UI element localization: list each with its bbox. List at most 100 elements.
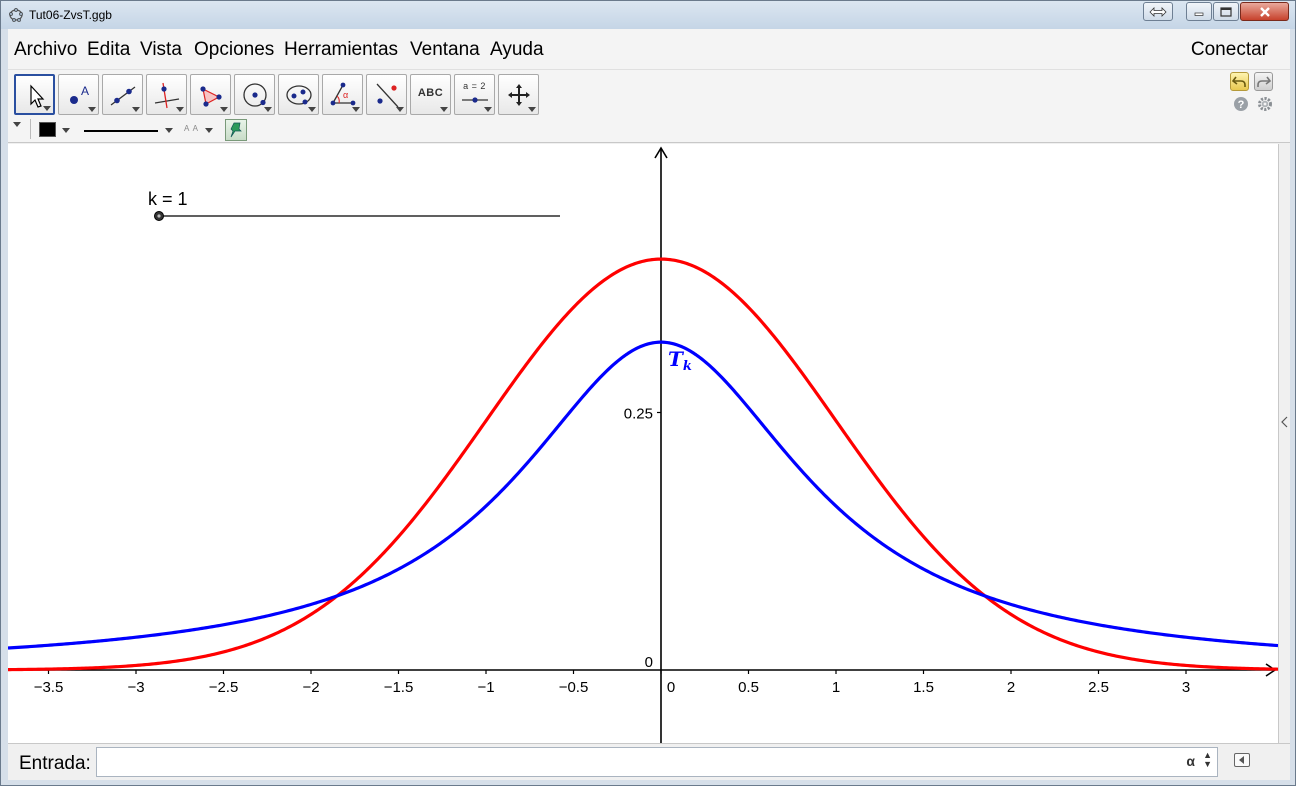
- function-plot[interactable]: −3.5 −3 −2.5 −2 −1.5 −1 −0.5 0 0.5 1 1.5 2 2.5 3 0.25 0…: [8, 144, 1278, 743]
- style-bar: A A: [8, 117, 1290, 143]
- close-button[interactable]: [1240, 2, 1289, 21]
- tool-perpendicular-button[interactable]: [146, 74, 187, 115]
- slider-knob-center: [157, 214, 161, 218]
- text-size-dropdown-icon[interactable]: [205, 128, 213, 133]
- move-graphics-icon: [508, 84, 530, 106]
- x-tick-label: −2.5: [209, 679, 239, 696]
- x-tick-label: −3.5: [34, 679, 64, 696]
- input-field[interactable]: α ▲ ▼: [96, 747, 1218, 777]
- client-area: Archivo Edita Vista Opciones Herramienta…: [8, 29, 1290, 780]
- graphics-view[interactable]: −3.5 −3 −2.5 −2 −1.5 −1 −0.5 0 0.5 1 1.5 2 2.5 3 0.25 0…: [8, 144, 1278, 743]
- tool-polygon-button[interactable]: [190, 74, 231, 115]
- x-tick-label: 2.5: [1088, 679, 1109, 696]
- x-tick-label: −1.5: [384, 679, 414, 696]
- geogebra-app-icon: [9, 8, 23, 22]
- reflect-icon: [376, 83, 399, 108]
- input-bar: Entrada: α ▲ ▼: [8, 743, 1290, 780]
- input-label: Entrada:: [19, 753, 91, 774]
- minimize-icon: [1194, 12, 1204, 16]
- title-bar: Tut06-ZvsT.ggb: [1, 1, 1295, 29]
- maximize-button[interactable]: [1213, 2, 1239, 21]
- tool-line-button[interactable]: [102, 74, 143, 115]
- angle-icon: α: [330, 82, 356, 106]
- text-size-button[interactable]: A A: [184, 124, 200, 133]
- x-tick-label: 0.5: [738, 679, 759, 696]
- normal-density-curve: [8, 257, 1278, 672]
- perpendicular-line-icon: [154, 82, 180, 109]
- y-axis-arrow-icon: [654, 146, 668, 159]
- symbol-picker-button[interactable]: α: [1186, 753, 1195, 769]
- x-tick-label: 1: [832, 679, 840, 696]
- minimize-button[interactable]: [1186, 2, 1212, 21]
- color-dropdown-icon[interactable]: [62, 128, 70, 133]
- polygon-icon: [200, 86, 222, 107]
- menu-archivo[interactable]: Archivo: [14, 39, 78, 60]
- restore-size-button[interactable]: [1143, 2, 1173, 21]
- close-icon: [1259, 6, 1270, 17]
- pin-icon: [230, 122, 242, 138]
- slider-track-icon: [462, 97, 488, 103]
- menu-opciones[interactable]: Opciones: [194, 39, 275, 60]
- tool-slider-button[interactable]: a = 2: [454, 74, 495, 115]
- x-tick-label: −0.5: [559, 679, 589, 696]
- x-tick-label: −1: [477, 679, 494, 696]
- menu-herramientas[interactable]: Herramientas: [284, 39, 399, 60]
- x-tick-label: 3: [1182, 679, 1190, 696]
- x-tick-label: 1.5: [913, 679, 934, 696]
- connect-link[interactable]: Conectar: [1190, 39, 1268, 60]
- circle-icon: [243, 83, 267, 107]
- svg-text:A: A: [81, 84, 89, 98]
- menu-ayuda[interactable]: Ayuda: [490, 39, 544, 60]
- tool-reflect-button[interactable]: [366, 74, 407, 115]
- menu-bar: Archivo Edita Vista Opciones Herramienta…: [8, 29, 1290, 69]
- tool-move-graphics-button[interactable]: [498, 74, 539, 115]
- resize-arrows-icon: [1149, 6, 1167, 17]
- point-icon: A: [70, 84, 89, 104]
- maximize-icon: [1220, 6, 1232, 17]
- redo-button[interactable]: [1254, 72, 1273, 91]
- gear-icon[interactable]: [1257, 96, 1273, 112]
- x-tick-label: 2: [1007, 679, 1015, 696]
- slider-icon: a = 2: [463, 81, 486, 91]
- curve-label: Tk: [668, 347, 692, 374]
- menu-vista[interactable]: Vista: [140, 39, 182, 60]
- x-tick-label: 0: [667, 679, 675, 696]
- tool-text-button[interactable]: ABC: [410, 74, 451, 115]
- t-density-curve: [8, 340, 1278, 650]
- line-style-button[interactable]: [84, 130, 158, 132]
- pin-button[interactable]: [225, 119, 247, 141]
- color-swatch-button[interactable]: [39, 122, 56, 137]
- text-icon: ABC: [417, 87, 444, 99]
- menu-ventana[interactable]: Ventana: [410, 39, 480, 60]
- y-tick-label: 0.25: [624, 406, 653, 423]
- window-title: Tut06-ZvsT.ggb: [29, 8, 112, 22]
- move-arrow-icon: [30, 84, 45, 108]
- tool-point-button[interactable]: A: [58, 74, 99, 115]
- chevron-left-icon: [1281, 416, 1288, 428]
- ellipse-icon: [286, 85, 312, 105]
- undo-button[interactable]: [1230, 72, 1249, 91]
- svg-text:α: α: [343, 90, 348, 100]
- tool-ellipse-button[interactable]: [278, 74, 319, 115]
- redo-icon: [1257, 76, 1272, 87]
- slider-label: k = 1: [148, 189, 188, 209]
- x-tick-label: −3: [127, 679, 144, 696]
- svg-text:?: ?: [1238, 99, 1245, 111]
- origin-label: 0: [645, 654, 653, 671]
- input-help-button[interactable]: [1234, 753, 1250, 767]
- help-icon[interactable]: ?: [1233, 96, 1249, 112]
- color-swatch: [40, 123, 55, 136]
- tool-angle-button[interactable]: α: [322, 74, 363, 115]
- line-style-dropdown-icon[interactable]: [165, 128, 173, 133]
- tool-circle-button[interactable]: [234, 74, 275, 115]
- x-tick-label: −2: [302, 679, 319, 696]
- toolbar: A: [8, 69, 1290, 117]
- line-icon: [110, 86, 136, 106]
- side-panel-handle[interactable]: [1278, 144, 1290, 743]
- tool-move-button[interactable]: [14, 74, 55, 115]
- stylebar-divider: [30, 119, 31, 139]
- history-spinner-icon[interactable]: ▲ ▼: [1203, 750, 1212, 769]
- stylebar-toggle-icon[interactable]: [13, 122, 21, 127]
- menu-edita[interactable]: Edita: [87, 39, 131, 60]
